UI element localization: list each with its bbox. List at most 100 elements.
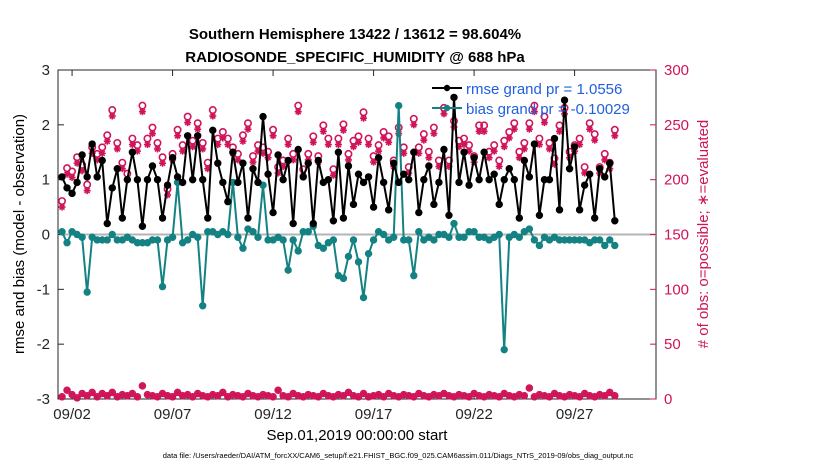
y-right-tick-label: 0 (664, 391, 672, 408)
obs-bottom-evaluated-point-ray (596, 391, 603, 398)
obs-bottom-evaluated-point-ray (526, 384, 533, 392)
obs-evaluated-point-ray (365, 141, 372, 148)
obs-evaluated-point (510, 125, 518, 133)
bias-series-point (319, 244, 328, 252)
obs-bottom-evaluated-point-ray (99, 390, 106, 397)
rmse-series-point (364, 173, 373, 181)
x-tick-label: 09/27 (556, 406, 594, 423)
obs-evaluated-point-ray (385, 139, 392, 146)
obs-bottom-evaluated-point-ray (305, 391, 312, 398)
x-tick-label: 09/07 (154, 406, 192, 423)
bias-series-point (596, 236, 604, 244)
obs-bottom-evaluated-point (73, 394, 81, 402)
bias-series-point (359, 293, 368, 302)
obs-bottom-evaluated-point-ray (380, 393, 387, 400)
rmse-series-point (168, 154, 177, 162)
rmse-series-point (93, 173, 101, 181)
bias-series-point (450, 219, 458, 228)
obs-evaluated-point (284, 141, 292, 149)
obs-bottom-evaluated-point (68, 391, 76, 399)
obs-bottom-evaluated-point-ray (249, 392, 257, 399)
bias-series-point (339, 274, 348, 283)
obs-bottom-evaluated-point (410, 393, 418, 401)
rmse-series-point (455, 178, 463, 187)
obs-evaluated-point-ray (586, 126, 593, 133)
obs-evaluated-point-ray (476, 128, 483, 135)
obs-bottom-evaluated-point-ray (501, 390, 508, 397)
obs-bottom-evaluated-point (284, 393, 292, 401)
obs-bottom-evaluated-point (239, 393, 247, 401)
obs-bottom-evaluated-point-ray (611, 392, 618, 399)
legend: rmse grand pr = 1.0556 bias grand pr = -… (432, 81, 630, 118)
obs-bottom-evaluated-point-ray (129, 390, 136, 397)
obs-evaluated-point (159, 159, 167, 167)
x-tick-label: 09/12 (254, 406, 292, 423)
bias-series-point (530, 236, 539, 244)
rmse-series-point (555, 206, 564, 214)
obs-evaluated-point (545, 145, 553, 153)
y-left-tick-label: -1 (37, 281, 50, 298)
legend-bias-label: bias grand pr = -0.10029 (466, 101, 630, 118)
bias-series-point (158, 282, 167, 291)
rmse-series-point (304, 159, 312, 167)
obs-bottom-evaluated-point (279, 392, 287, 400)
bias-series-point (194, 233, 202, 241)
obs-evaluated-point (480, 127, 488, 135)
bias-series-point (78, 233, 86, 241)
bias-series-point (525, 225, 534, 233)
obs-bottom-evaluated-point-ray (491, 392, 498, 399)
rmse-series-point (550, 134, 559, 143)
obs-evaluated-point-ray (440, 110, 447, 117)
bias-series-point (601, 241, 609, 250)
obs-bottom-evaluated-point (153, 393, 161, 401)
obs-evaluated-point (556, 127, 564, 135)
rmse-series-point (359, 178, 368, 187)
obs-evaluated-point-ray (84, 187, 91, 194)
y-right-tick-label: 250 (664, 117, 689, 134)
obs-evaluated-point (319, 127, 327, 135)
rmse-series-point (158, 214, 167, 222)
obs-bottom-evaluated-point-ray (466, 393, 473, 400)
obs-evaluated-point (540, 119, 548, 127)
obs-evaluated-point-ray (345, 156, 352, 163)
obs-bottom-evaluated-point (214, 392, 222, 400)
obs-evaluated-point-ray (285, 141, 292, 148)
x-tick-label: 09/02 (53, 406, 91, 423)
rmse-series-point (284, 156, 292, 165)
obs-evaluated-point (113, 145, 121, 153)
rmse-series-point (525, 173, 534, 181)
obs-bottom-evaluated-point-ray (350, 392, 357, 399)
rmse-series-point (188, 175, 197, 184)
obs-bottom-evaluated-point-ray (244, 390, 251, 397)
bias-series-point (405, 236, 413, 244)
obs-bottom-evaluated-point-ray (601, 392, 608, 399)
obs-bottom-evaluated-point (601, 392, 609, 400)
obs-bottom-evaluated-point-ray (234, 392, 241, 399)
rmse-series-point (254, 178, 262, 187)
bias-series-point (249, 228, 257, 236)
obs-bottom-evaluated-point (169, 393, 177, 401)
obs-evaluated-point-ray (234, 156, 241, 163)
y-left-tick-label: 1 (42, 172, 50, 189)
obs-evaluated-point-ray (531, 108, 538, 115)
obs-evaluated-point-ray (335, 141, 342, 148)
obs-evaluated-point-ray (224, 141, 231, 148)
obs-bottom-evaluated-point (606, 388, 614, 396)
rmse-series-point (515, 214, 524, 222)
obs-evaluated-point-ray (355, 139, 362, 146)
rmse-series-point (264, 170, 272, 178)
bias-series-point (183, 236, 192, 244)
obs-evaluated-point-ray (139, 108, 146, 115)
rmse-series-point (143, 175, 152, 184)
bias-series-point (289, 236, 297, 244)
obs-evaluated-point-ray (259, 150, 267, 157)
obs-evaluated-point-ray (199, 145, 206, 153)
rmse-series-point (173, 173, 182, 181)
obs-evaluated-point-ray (460, 141, 468, 148)
obs-bottom-evaluated-point-ray (89, 389, 96, 396)
rmse-series-point (505, 165, 513, 173)
obs-evaluated-point (73, 159, 81, 167)
bias-series-point (58, 228, 66, 236)
obs-evaluated-point-ray (415, 150, 422, 157)
